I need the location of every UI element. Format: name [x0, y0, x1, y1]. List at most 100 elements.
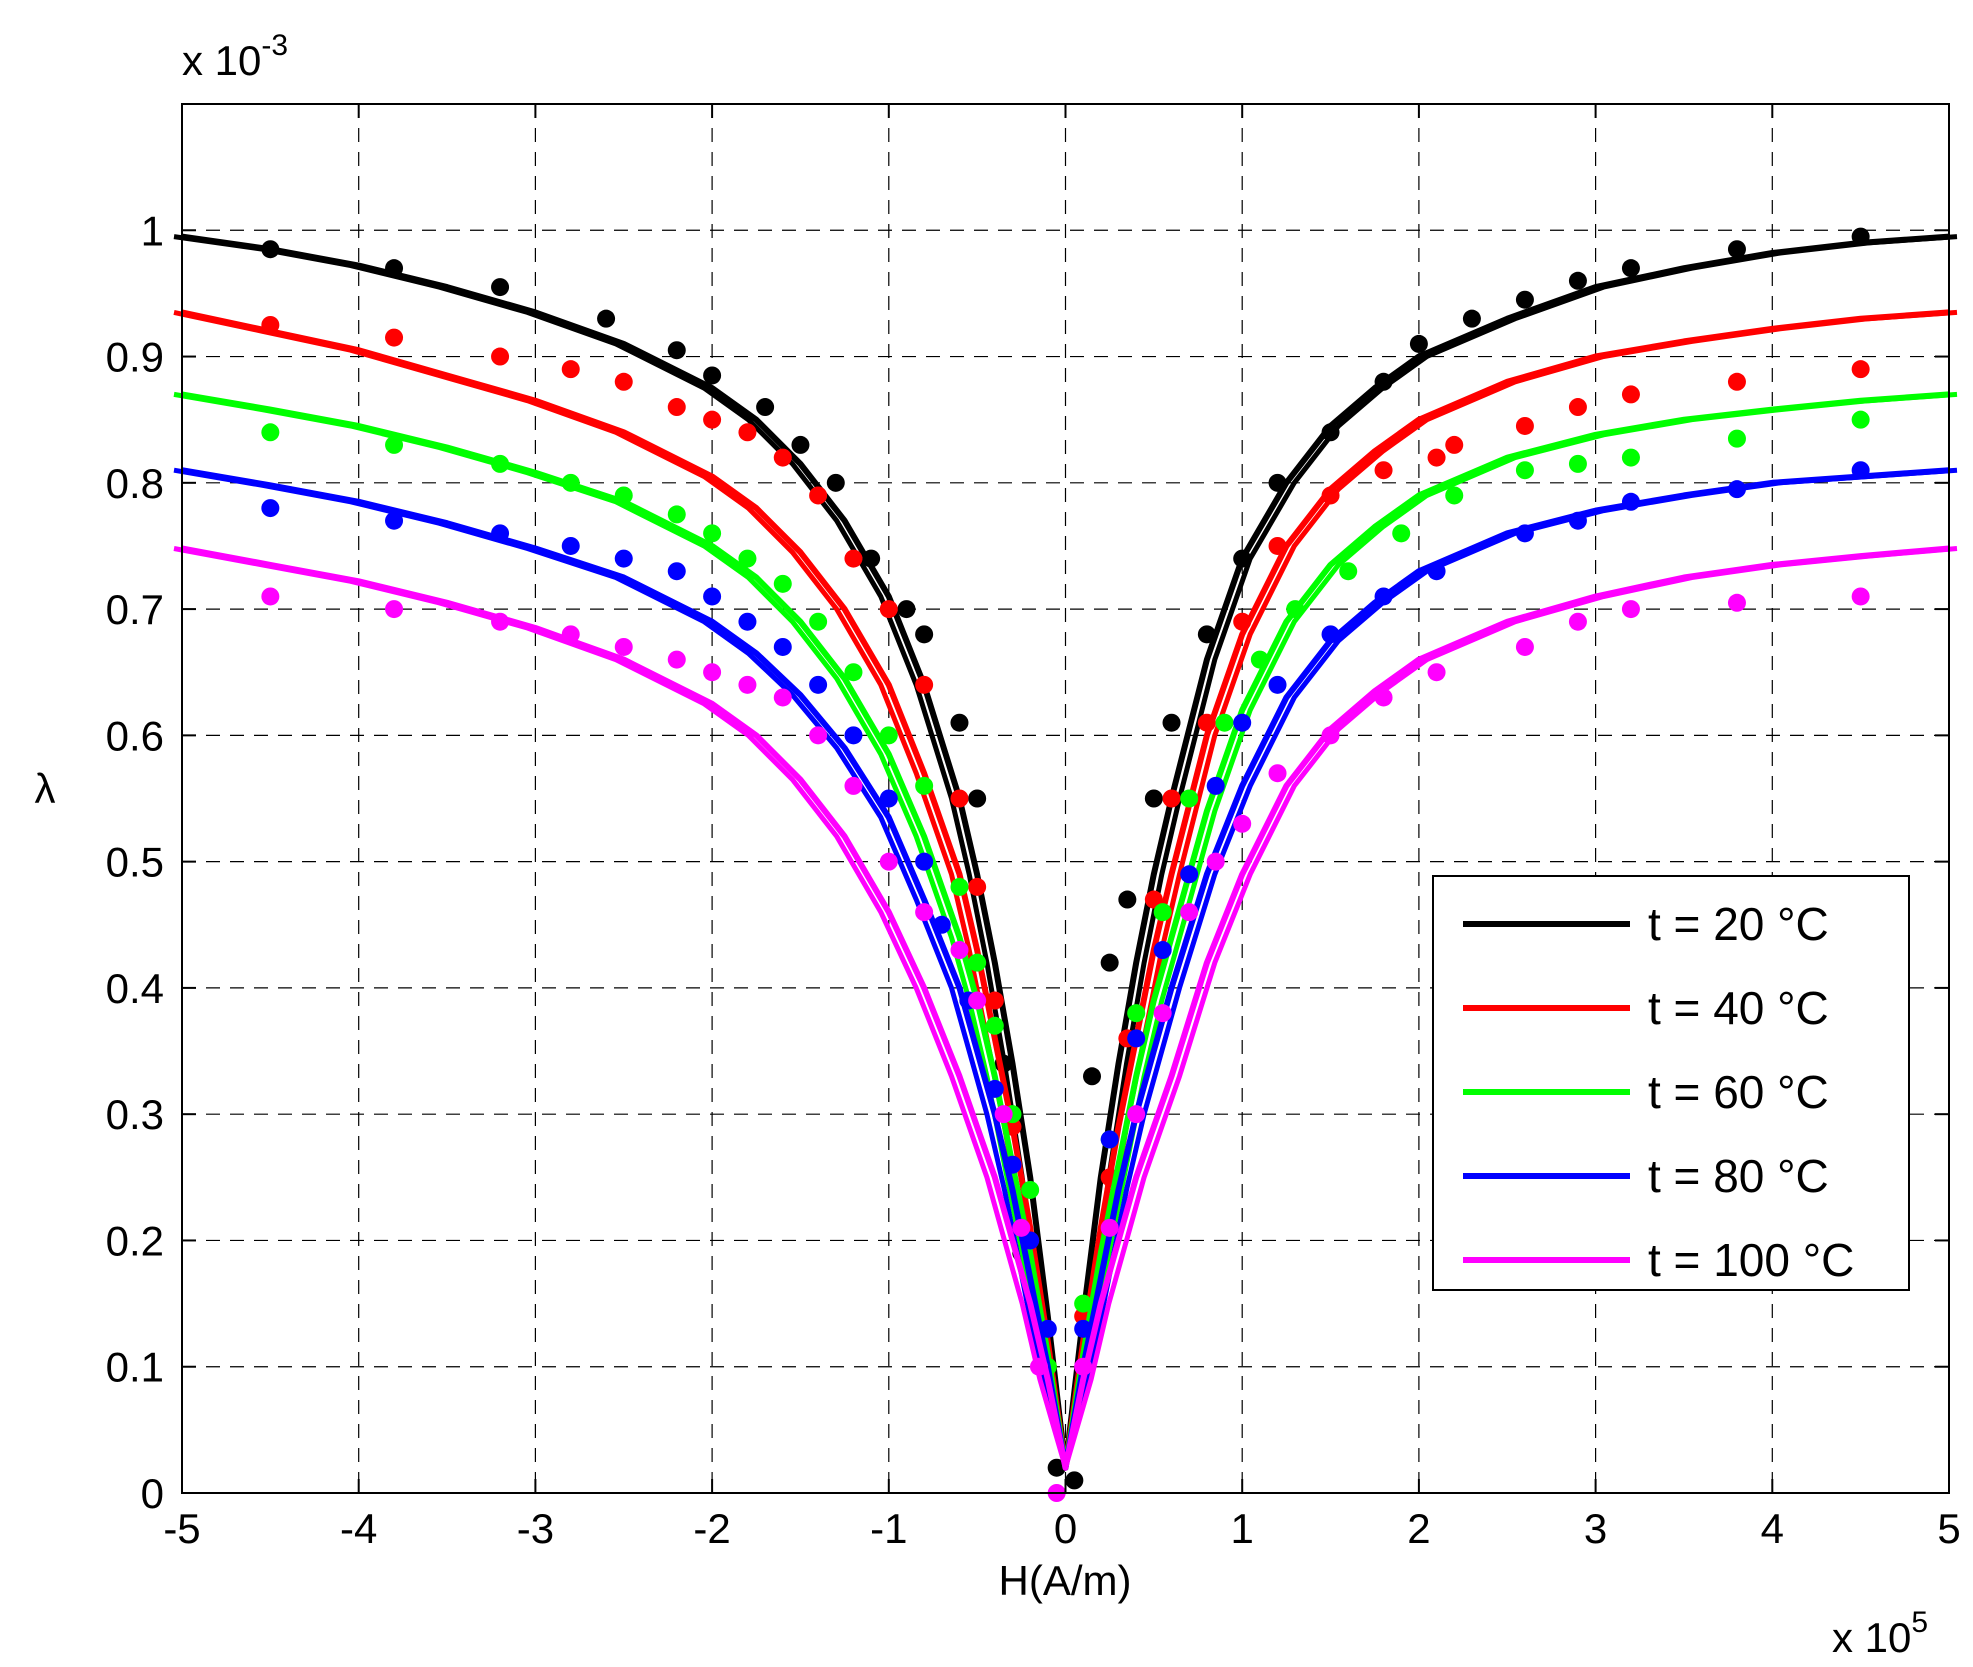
data-point [1197, 713, 1216, 732]
y-axis-title: λ [35, 765, 56, 812]
data-point [1727, 593, 1746, 612]
data-point [738, 612, 757, 631]
data-point [1515, 524, 1534, 543]
legend-label: t = 20 °C [1648, 898, 1829, 950]
data-point [826, 473, 845, 492]
data-point [1180, 903, 1199, 922]
data-point [561, 625, 580, 644]
data-point [261, 315, 280, 334]
legend-label: t = 40 °C [1648, 982, 1829, 1034]
data-point [667, 398, 686, 417]
data-point [968, 991, 987, 1010]
y-tick-label: 0 [141, 1470, 164, 1517]
data-point [809, 726, 828, 745]
y-tick-label: 0.2 [106, 1217, 164, 1264]
data-point [1100, 1218, 1119, 1237]
data-point [1127, 1029, 1146, 1048]
data-point [844, 663, 863, 682]
data-point [1727, 480, 1746, 499]
data-point [1206, 852, 1225, 871]
data-point [1144, 890, 1163, 909]
data-point [1233, 814, 1252, 833]
data-point [773, 688, 792, 707]
y-tick-label: 0.7 [106, 586, 164, 633]
data-point [261, 240, 280, 259]
data-point [1621, 259, 1640, 278]
data-point [985, 1079, 1004, 1098]
data-point [491, 347, 510, 366]
data-point [1374, 461, 1393, 480]
y-tick-label: 0.5 [106, 839, 164, 886]
data-point [1374, 688, 1393, 707]
data-point [1409, 334, 1428, 353]
legend-label: t = 60 °C [1648, 1066, 1829, 1118]
data-point [879, 600, 898, 619]
data-point [1515, 461, 1534, 480]
data-point [1074, 1294, 1093, 1313]
data-point [994, 1105, 1013, 1124]
data-point [1568, 271, 1587, 290]
data-point [614, 637, 633, 656]
y-tick-label: 0.4 [106, 965, 164, 1012]
y-tick-label: 0.1 [106, 1344, 164, 1391]
data-point [1197, 625, 1216, 644]
data-point [1427, 448, 1446, 467]
data-point [261, 587, 280, 606]
x-tick-label: -5 [163, 1505, 200, 1552]
data-point [1286, 600, 1305, 619]
x-multiplier-label: x 105 [1832, 1606, 1928, 1661]
data-point [915, 675, 934, 694]
data-point [261, 499, 280, 518]
x-tick-label: -3 [517, 1505, 554, 1552]
data-point [1445, 435, 1464, 454]
data-point [1515, 416, 1534, 435]
data-point [1268, 473, 1287, 492]
data-point [667, 562, 686, 581]
data-point [897, 600, 916, 619]
data-point [1038, 1319, 1057, 1338]
series-layer [173, 227, 1958, 1502]
y-tick-label: 0.9 [106, 334, 164, 381]
data-point [491, 524, 510, 543]
data-point [667, 341, 686, 360]
data-point [667, 505, 686, 524]
data-point [1180, 789, 1199, 808]
x-multiplier-base: x 10 [1832, 1614, 1911, 1661]
data-point [1339, 562, 1358, 581]
data-point [1162, 713, 1181, 732]
x-tick-label: -4 [340, 1505, 377, 1552]
data-point [985, 991, 1004, 1010]
data-point [1851, 587, 1870, 606]
data-point [1621, 492, 1640, 511]
data-point [1568, 398, 1587, 417]
data-point [703, 410, 722, 429]
data-point [1162, 789, 1181, 808]
data-point [1074, 1319, 1093, 1338]
data-point [915, 903, 934, 922]
x-tick-label: -1 [870, 1505, 907, 1552]
legend-box [1432, 875, 1910, 1291]
data-point [844, 776, 863, 795]
data-point [1851, 410, 1870, 429]
legend-entries: t = 20 °C t = 40 °C t = 60 °C t = 80 °C t = … [1463, 898, 1854, 1286]
data-point [1153, 941, 1172, 960]
data-point [1268, 764, 1287, 783]
data-point [1321, 625, 1340, 644]
y-tick-label: 1 [141, 207, 164, 254]
data-point [862, 549, 881, 568]
data-point [1621, 600, 1640, 619]
data-point [1250, 650, 1269, 669]
y-multiplier-label: x 10-3 [182, 29, 288, 84]
y-tick-label: 0.8 [106, 460, 164, 507]
data-point [968, 953, 987, 972]
data-point [1233, 549, 1252, 568]
data-point [1215, 713, 1234, 732]
data-point [1127, 1105, 1146, 1124]
data-point [1515, 290, 1534, 309]
legend-label: t = 80 °C [1648, 1150, 1829, 1202]
data-point [1321, 486, 1340, 505]
data-point [1206, 776, 1225, 795]
data-point [385, 435, 404, 454]
data-point [1233, 713, 1252, 732]
data-point [561, 360, 580, 379]
